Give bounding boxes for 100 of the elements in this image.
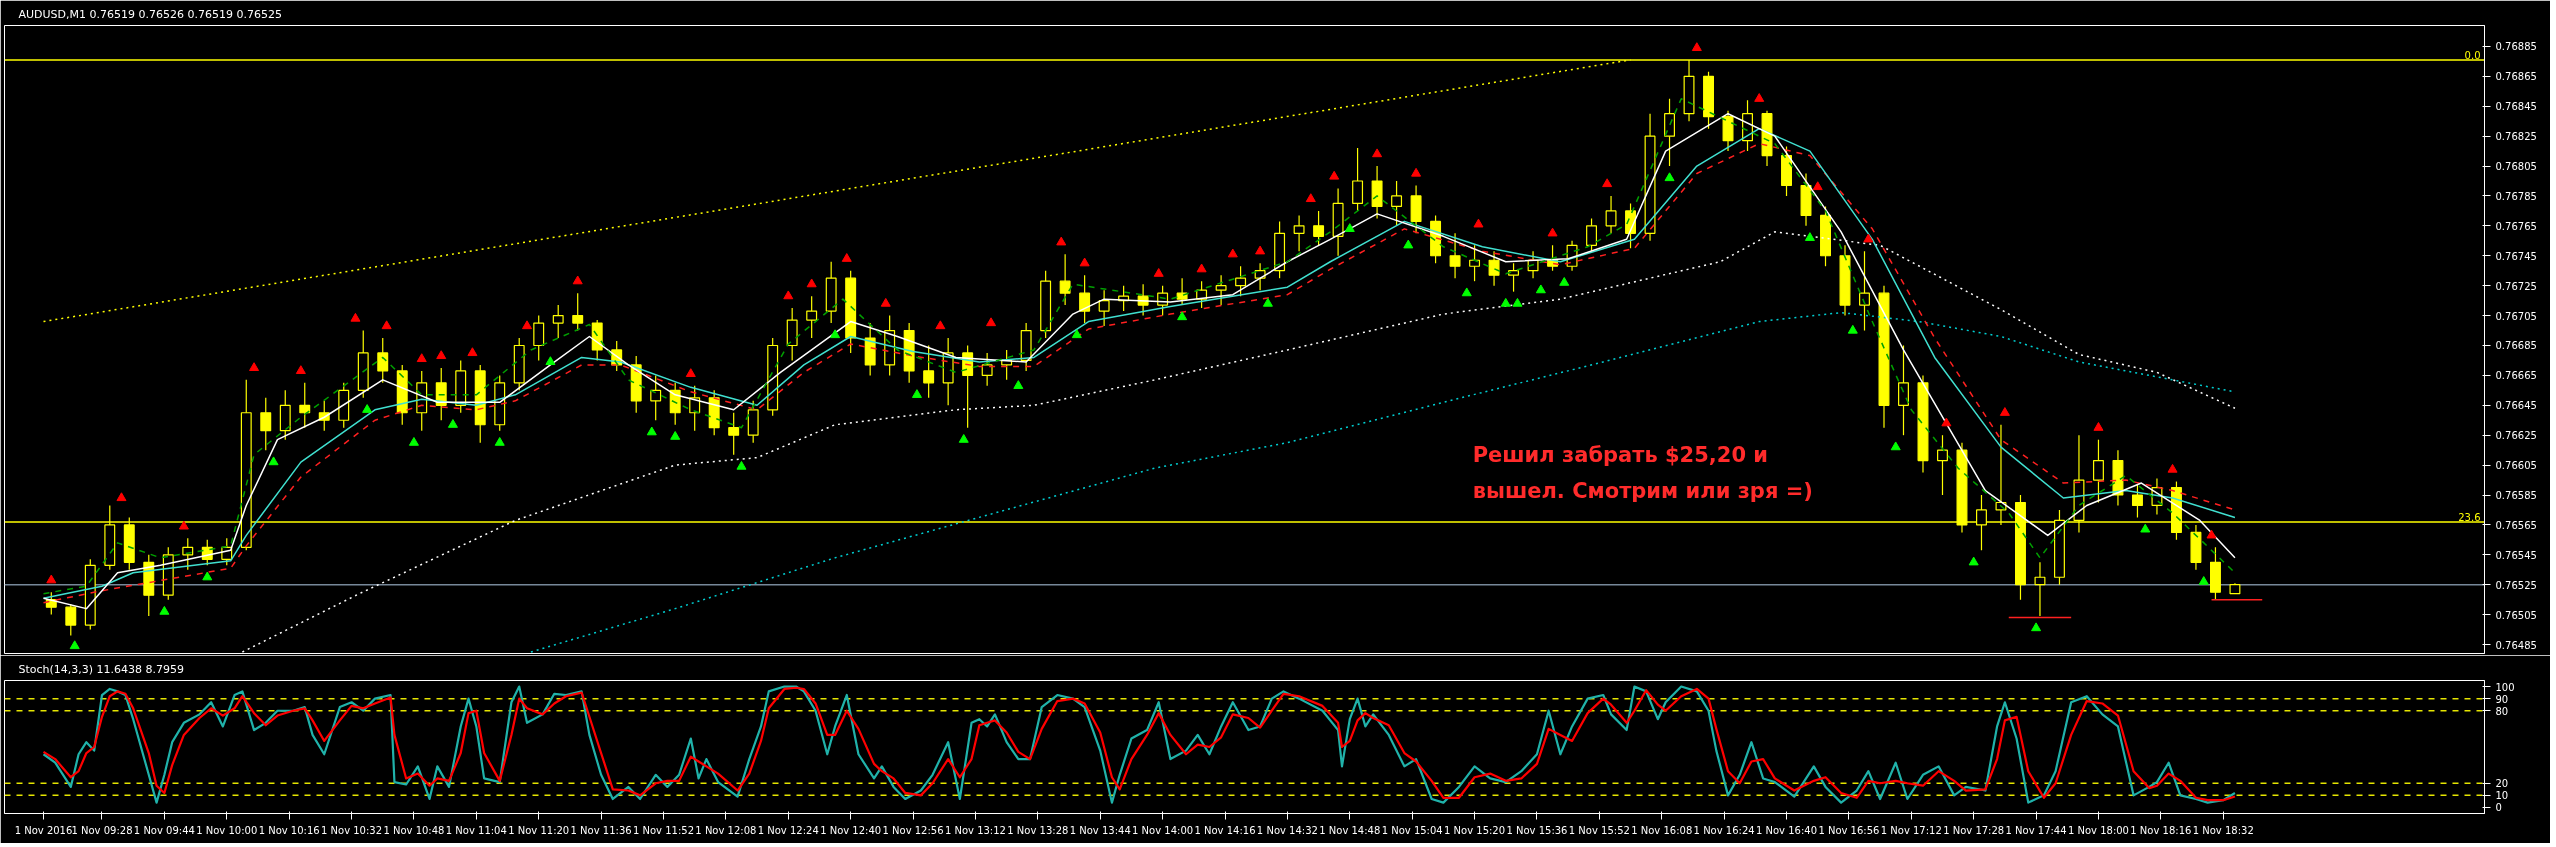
point bbox=[1968, 556, 1979, 566]
point bbox=[841, 253, 852, 262]
candlestick bbox=[1586, 217, 1598, 252]
point bbox=[116, 492, 127, 502]
point bbox=[416, 353, 427, 363]
point bbox=[1344, 223, 1355, 232]
y-tick-label: 0.76545 bbox=[2495, 549, 2537, 561]
point bbox=[522, 320, 533, 330]
x-tick-label: 1 Nov 14:16 bbox=[1194, 824, 1256, 836]
candlestick bbox=[806, 295, 818, 339]
y-tick-label: 0.76765 bbox=[2495, 220, 2537, 232]
point bbox=[2198, 576, 2209, 585]
candlestick bbox=[2131, 483, 2143, 519]
candlestick bbox=[1176, 277, 1188, 306]
point bbox=[350, 312, 361, 322]
point bbox=[1602, 178, 1613, 188]
point bbox=[381, 320, 392, 330]
point bbox=[736, 460, 747, 470]
y-tick-label: 0.76585 bbox=[2495, 490, 2537, 501]
x-tick-label: 1 Nov 14:00 bbox=[1132, 824, 1194, 836]
y-tick-label: 0.76625 bbox=[2495, 430, 2537, 442]
point bbox=[1999, 407, 2010, 416]
x-tick-label: 1 Nov 15:52 bbox=[1568, 824, 1630, 836]
y-tick-label: 0.76605 bbox=[2495, 460, 2537, 472]
candlestick bbox=[1937, 434, 1948, 496]
point bbox=[646, 426, 657, 436]
x-tick-label: 1 Nov 14:48 bbox=[1319, 824, 1381, 836]
candlestick bbox=[65, 603, 77, 637]
candlestick bbox=[1215, 274, 1227, 306]
point bbox=[1196, 263, 1207, 273]
point bbox=[1403, 239, 1414, 249]
point bbox=[911, 389, 922, 398]
candlestick bbox=[1098, 289, 1110, 327]
point bbox=[362, 404, 373, 413]
x-tick-label: 1 Nov 11:52 bbox=[632, 824, 695, 836]
x-tick-label: 1 Nov 10:00 bbox=[196, 824, 258, 836]
y-tick-label: 0.76845 bbox=[2495, 101, 2537, 113]
point bbox=[1559, 276, 1570, 286]
point bbox=[806, 278, 817, 288]
point bbox=[1329, 170, 1340, 180]
y-tick-label: 0.76825 bbox=[2495, 131, 2537, 143]
x-tick-label: 1 Nov 12:24 bbox=[757, 824, 819, 836]
point bbox=[1262, 297, 1273, 307]
point bbox=[1227, 248, 1238, 258]
candlestick bbox=[1488, 250, 1500, 287]
y-tick-label: 0 bbox=[2495, 802, 2502, 814]
y-tick-label: 0.76565 bbox=[2495, 519, 2537, 531]
y-tick-label: 0.76805 bbox=[2495, 161, 2537, 173]
point bbox=[249, 362, 260, 372]
x-tick-label: 1 Nov 17:44 bbox=[2005, 824, 2067, 836]
y-tick-label: 10 bbox=[2495, 790, 2509, 802]
point bbox=[178, 520, 189, 530]
y-tick-label: 0.76525 bbox=[2495, 579, 2537, 591]
point bbox=[69, 640, 80, 650]
point bbox=[1512, 297, 1523, 307]
point bbox=[1013, 380, 1024, 389]
point bbox=[1500, 297, 1511, 307]
y-tick-label: 0.76645 bbox=[2495, 400, 2537, 412]
point bbox=[1941, 417, 1952, 427]
x-tick-label: 1 Nov 12:40 bbox=[820, 824, 882, 836]
y-tick-label: 0.76705 bbox=[2495, 310, 2537, 322]
y-tick-label: 80 bbox=[2495, 705, 2509, 717]
y-tick-label: 0.76685 bbox=[2495, 340, 2537, 352]
candlestick bbox=[1079, 274, 1091, 324]
y-tick-label: 0.76885 bbox=[2495, 41, 2537, 53]
candlestick bbox=[377, 337, 389, 384]
x-tick-label: 1 Nov 18:00 bbox=[2067, 824, 2129, 836]
candlestick bbox=[2092, 439, 2104, 504]
x-tick-label: 1 Nov 15:04 bbox=[1381, 824, 1443, 836]
point bbox=[670, 430, 681, 440]
x-tick-label: 1 Nov 09:28 bbox=[71, 824, 133, 836]
point bbox=[880, 297, 891, 307]
candlestick bbox=[1293, 214, 1305, 252]
x-tick-label: 1 Nov 2016 bbox=[14, 824, 73, 836]
candlestick bbox=[728, 412, 740, 456]
x-tick-label: 1 Nov 17:12 bbox=[1880, 824, 1942, 836]
candlestick bbox=[1898, 344, 1909, 436]
y-tick-label: 0.76485 bbox=[2495, 639, 2537, 651]
point bbox=[685, 368, 696, 377]
candlestick bbox=[650, 374, 662, 421]
y-tick-label: 100 bbox=[2495, 681, 2515, 693]
point bbox=[1411, 167, 1422, 177]
point bbox=[159, 605, 170, 615]
x-tick-label: 1 Nov 11:36 bbox=[570, 824, 632, 836]
point bbox=[1804, 232, 1815, 241]
candlestick bbox=[2034, 561, 2046, 617]
candlestick bbox=[1605, 195, 1617, 234]
candlestick bbox=[1391, 180, 1403, 227]
y-tick-label: 0.76505 bbox=[2495, 609, 2537, 621]
annotation: 0.0 bbox=[2464, 49, 2481, 61]
candlestick bbox=[981, 352, 993, 387]
point bbox=[408, 436, 419, 446]
x-tick-label: 1 Nov 13:28 bbox=[1007, 824, 1069, 836]
x-tick-label: 1 Nov 11:20 bbox=[508, 824, 570, 836]
x-tick-label: 1 Nov 17:28 bbox=[1943, 824, 2005, 836]
x-tick-label: 1 Nov 11:04 bbox=[445, 824, 507, 836]
y-tick-label: 0.76665 bbox=[2495, 370, 2537, 382]
point bbox=[986, 317, 997, 327]
point bbox=[1890, 441, 1901, 451]
point bbox=[545, 356, 556, 366]
